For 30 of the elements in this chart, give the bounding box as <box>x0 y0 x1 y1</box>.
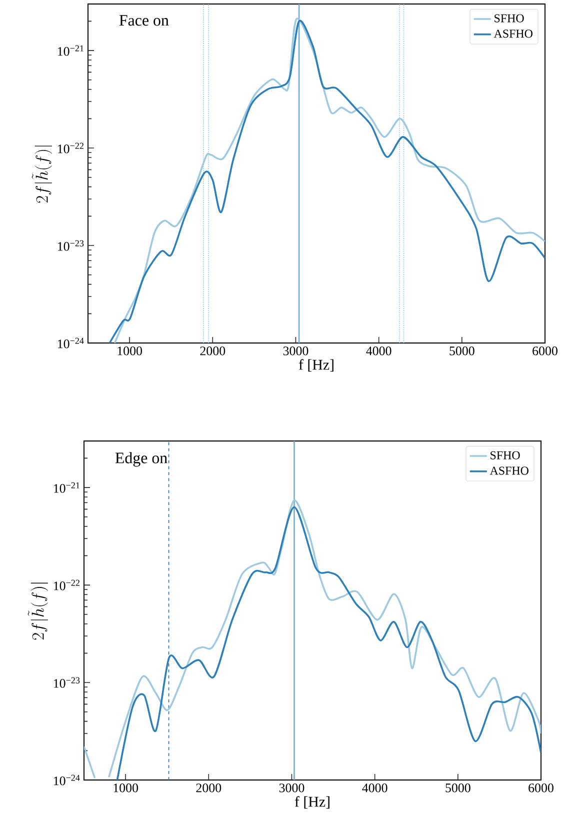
x-tick-label: 4000 <box>362 784 388 792</box>
x-axis-title: f [Hz] <box>298 359 334 372</box>
x-axis-title: f [Hz] <box>294 796 330 809</box>
x-tick-label: 1000 <box>118 346 142 356</box>
legend-label: SFHO <box>494 14 524 22</box>
legend-label: SFHO <box>490 451 520 460</box>
legend-label: ASFHO <box>494 30 532 38</box>
x-tick-label: 6000 <box>532 346 558 356</box>
y-tick-label: 10$^{−21}$ <box>58 45 84 56</box>
x-tick-label: 3000 <box>279 784 304 792</box>
text: Edge on <box>115 452 168 467</box>
y-tick-label: 10$^{−23}$ <box>58 240 84 251</box>
y-tick-label: 10$^{−24}$ <box>54 774 80 786</box>
text: Face on <box>119 15 169 26</box>
legend-label: ASFHO <box>490 466 528 475</box>
x-tick-label: 1000 <box>114 784 138 792</box>
y-tick-label: 10$^{−24}$ <box>58 338 84 348</box>
x-tick-label: 5000 <box>450 346 474 356</box>
y-axis-title: $2f|\tilde{h}(f)|$ <box>28 582 48 640</box>
x-tick-label: 6000 <box>528 784 554 792</box>
y-tick-label: 10$^{−22}$ <box>58 142 84 154</box>
x-tick-label: 3000 <box>283 346 308 356</box>
y-tick-label: 10$^{−23}$ <box>54 677 80 688</box>
y-tick-label: 10$^{−21}$ <box>54 482 80 493</box>
x-tick-label: 5000 <box>446 784 470 792</box>
x-tick-label: 2000 <box>196 784 222 792</box>
y-tick-label: 10$^{−22}$ <box>54 580 80 590</box>
x-tick-label: 4000 <box>366 346 392 356</box>
x-tick-label: 2000 <box>200 346 226 356</box>
y-axis-title: $2f|\tilde{h}(f)|$ <box>32 146 52 203</box>
